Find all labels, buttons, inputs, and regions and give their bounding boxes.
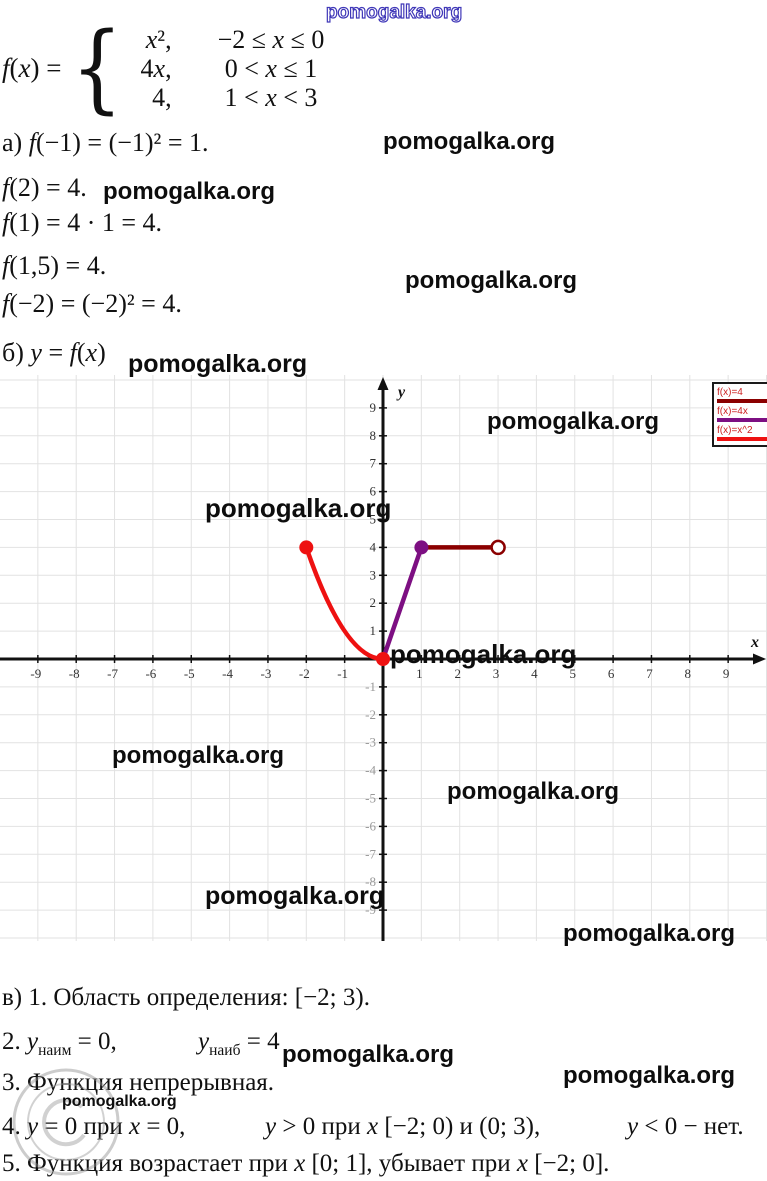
line-v2-min: 2. yнаим = 0,	[2, 1028, 117, 1059]
svg-text:-7: -7	[107, 666, 118, 681]
svg-text:1: 1	[370, 623, 377, 638]
line-v2-max: yнаиб = 4	[198, 1028, 280, 1059]
piece-cond: 0 < x ≤ 1	[224, 53, 318, 83]
legend-label: f(x)=x^2	[717, 425, 753, 436]
function-graph: y x -9 -9 -8 -8 -7 -7 -6 -6 -5 -5 -4 -4 -3 -3 -2 -2 -1 -1 1 1…	[0, 375, 767, 941]
piecewise-definition: f(x) = { x², −2 ≤ x ≤ 0 4x, 0 < x ≤ 1 4,…	[2, 12, 325, 124]
legend: f(x)=4 f(x)=4x f(x)=x^2	[712, 382, 767, 447]
curly-brace: {	[71, 12, 124, 124]
svg-text:-9: -9	[30, 666, 41, 681]
watermark: pomogalka.org	[112, 742, 285, 769]
copyright-stamp	[12, 1068, 120, 1176]
line-v3: 3. Функция непрерывная.	[2, 1069, 275, 1096]
watermark: pomogalka.org	[487, 408, 660, 435]
legend-entry: f(x)=4x	[717, 406, 767, 422]
piece-cond: −2 ≤ x ≤ 0	[217, 24, 325, 54]
watermark: pomogalka.org	[447, 778, 620, 805]
watermark: pomogalka.org	[405, 267, 578, 294]
watermark: pomogalka.org	[205, 493, 392, 523]
line-v1: в) 1. Область определения: [−2; 3).	[2, 984, 370, 1011]
legend-color-bar	[717, 437, 767, 441]
legend-color-bar	[717, 418, 767, 422]
line-a4: f(1,5) = 4.	[2, 251, 107, 280]
svg-text:5: 5	[570, 666, 577, 681]
svg-text:-2: -2	[299, 666, 310, 681]
svg-text:6: 6	[608, 666, 615, 681]
svg-text:-8: -8	[365, 874, 376, 889]
svg-text:2: 2	[454, 666, 461, 681]
svg-text:-3: -3	[261, 666, 272, 681]
legend-label: f(x)=4x	[717, 406, 748, 417]
piece-expr: x²,	[145, 24, 172, 54]
svg-text:7: 7	[646, 666, 653, 681]
line-v4-zero: 4. y = 0 при x = 0,	[2, 1113, 186, 1140]
svg-text:-7: -7	[365, 846, 376, 861]
svg-text:-1: -1	[337, 666, 348, 681]
svg-text:-2: -2	[365, 707, 376, 722]
watermark: pomogalka.org	[383, 128, 556, 155]
legend-label: f(x)=4	[717, 387, 743, 398]
piecewise-rows: x², −2 ≤ x ≤ 0 4x, 0 < x ≤ 1 4, 1 < x < …	[141, 25, 325, 112]
svg-text:y: y	[396, 384, 406, 401]
watermark: pomogalka.org	[563, 1062, 736, 1089]
line-a3: f(1) = 4 · 1 = 4.	[2, 208, 163, 237]
svg-text:-4: -4	[222, 666, 233, 681]
svg-text:x: x	[750, 634, 759, 651]
svg-text:5: 5	[370, 512, 377, 527]
line-a5: f(−2) = (−2)² = 4.	[2, 289, 182, 318]
svg-text:-8: -8	[69, 666, 80, 681]
line-a1: а) f(−1) = (−1)² = 1.	[2, 128, 209, 157]
legend-entry: f(x)=4	[717, 387, 767, 403]
legend-color-bar	[717, 399, 767, 403]
piece-expr: 4x,	[140, 53, 172, 83]
legend-entry: f(x)=x^2	[717, 425, 767, 441]
watermark: pomogalka.org	[563, 920, 736, 947]
line-a2: f(2) = 4.	[2, 173, 87, 202]
svg-text:1: 1	[416, 666, 423, 681]
watermark: pomogalka.org	[325, 2, 463, 23]
svg-text:-6: -6	[145, 666, 156, 681]
function-lhs: f(x) =	[2, 52, 62, 83]
piece-expr: 4,	[152, 82, 172, 112]
line-v4-pos: y > 0 при x [−2; 0) и (0; 3),	[265, 1113, 541, 1140]
svg-text:-5: -5	[365, 791, 376, 806]
svg-text:-3: -3	[365, 735, 376, 750]
svg-text:4: 4	[531, 666, 538, 681]
svg-text:-4: -4	[365, 763, 376, 778]
svg-text:-6: -6	[365, 818, 376, 833]
svg-text:8: 8	[685, 666, 692, 681]
watermark: pomogalka.org	[103, 178, 276, 205]
watermark: pomogalka.org	[205, 882, 385, 910]
watermark: pomogalka.org	[128, 350, 308, 378]
svg-text:7: 7	[370, 456, 377, 471]
line-b-header: б) y = f(x)	[2, 338, 106, 367]
svg-text:-1: -1	[365, 679, 376, 694]
svg-text:4: 4	[370, 539, 377, 554]
line-v5: 5. Функция возрастает при x [0; 1], убыв…	[2, 1150, 610, 1177]
graph-panel: y x -9 -9 -8 -8 -7 -7 -6 -6 -5 -5 -4 -4 -3 -3 -2 -2 -1 -1 1 1…	[0, 375, 767, 942]
watermark: pomogalka.org	[390, 639, 577, 669]
line-v4-neg: y < 0 − нет.	[627, 1113, 744, 1140]
svg-text:8: 8	[370, 428, 377, 443]
svg-text:2: 2	[370, 595, 377, 610]
svg-text:-5: -5	[184, 666, 195, 681]
watermark: pomogalka.org	[62, 1093, 177, 1110]
piece-cond: 1 < x < 3	[224, 82, 318, 112]
svg-text:-9: -9	[365, 902, 376, 917]
watermark: pomogalka.org	[282, 1041, 455, 1068]
svg-text:6: 6	[370, 484, 377, 499]
svg-text:9: 9	[370, 400, 377, 415]
svg-text:3: 3	[370, 567, 377, 582]
svg-text:3: 3	[493, 666, 500, 681]
svg-text:9: 9	[723, 666, 730, 681]
